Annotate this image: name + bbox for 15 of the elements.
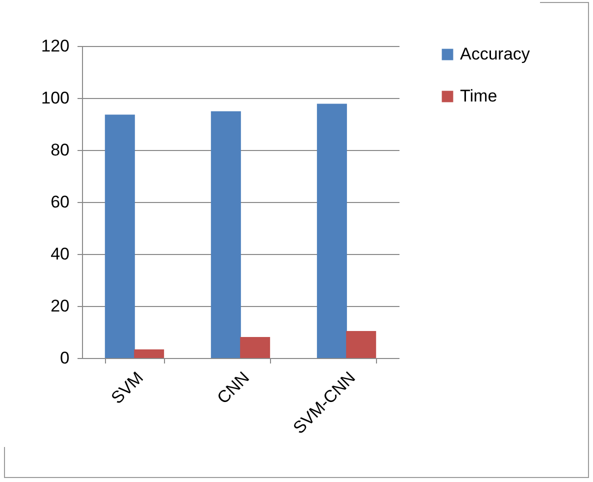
bar xyxy=(210,111,241,358)
y-tick-label: 60 xyxy=(50,192,70,212)
bar xyxy=(134,349,164,358)
bar xyxy=(104,114,135,358)
bar xyxy=(316,104,347,358)
legend-label: Time xyxy=(460,86,498,106)
legend-label: Accuracy xyxy=(460,44,530,64)
y-tick-label: 120 xyxy=(41,36,70,56)
y-tick-label: 0 xyxy=(60,348,70,368)
bar xyxy=(240,336,270,358)
y-tick-label: 20 xyxy=(50,296,70,316)
y-tick-label: 80 xyxy=(50,140,70,160)
bar xyxy=(346,330,376,358)
y-tick-label: 100 xyxy=(41,88,70,108)
y-tick-label: 40 xyxy=(50,244,70,264)
